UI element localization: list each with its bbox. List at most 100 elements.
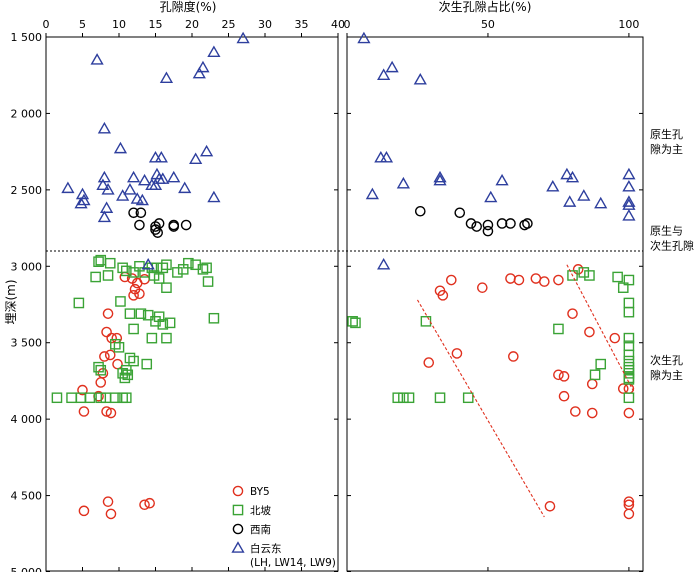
data-point [414, 205, 426, 217]
x-tick-label: 0 [43, 18, 50, 31]
data-point [437, 290, 449, 301]
data-point [150, 224, 161, 235]
data-point [112, 358, 123, 370]
data-point [236, 31, 250, 44]
data-point [202, 276, 214, 287]
data-point [124, 352, 136, 364]
data-point [97, 121, 112, 134]
data-point [594, 196, 608, 209]
data-point [126, 170, 141, 183]
data-point [144, 497, 155, 509]
data-point [66, 392, 77, 404]
data-point [99, 201, 114, 213]
data-point [157, 262, 169, 274]
data-point [584, 270, 595, 281]
y-tick-label: 5 000 [11, 566, 43, 572]
y-tick-label: 3 500 [11, 337, 43, 350]
data-point [192, 66, 206, 79]
data-point [113, 342, 125, 353]
data-point [201, 262, 212, 274]
data-point [433, 170, 447, 183]
data-point [623, 274, 635, 286]
data-point [586, 407, 598, 419]
data-point [131, 277, 143, 289]
data-point [153, 311, 165, 323]
data-point [180, 219, 192, 231]
data-point [623, 374, 635, 385]
x-tick-label: 0 [344, 18, 351, 31]
data-point [623, 496, 635, 507]
data-point [197, 264, 209, 275]
data-point [617, 282, 629, 293]
y-tick-label: 4 000 [11, 413, 43, 426]
data-point [156, 172, 170, 184]
data-point [584, 326, 595, 338]
data-point [104, 349, 116, 361]
data-point [482, 225, 494, 237]
data-point [51, 392, 63, 404]
annotation-text: 次生孔 [650, 353, 683, 367]
left-panel-x-axis-title: 孔隙度(%) [160, 0, 217, 14]
data-point [164, 317, 176, 329]
data-point [116, 189, 130, 201]
data-point [77, 384, 88, 396]
data-point [544, 500, 556, 512]
data-point [539, 276, 550, 287]
data-point [207, 45, 221, 58]
trend-line [566, 264, 636, 394]
trend-lines [417, 264, 636, 518]
data-point [508, 351, 519, 362]
data-point [157, 319, 169, 330]
data-point [135, 308, 147, 319]
data-point [505, 218, 516, 229]
data-point [482, 219, 494, 231]
data-point [117, 262, 128, 274]
data-point [96, 178, 110, 191]
data-point [167, 170, 181, 183]
data-point [623, 332, 635, 344]
y-tick-label: 3 000 [11, 260, 43, 273]
data-point [101, 183, 115, 195]
data-point [120, 364, 132, 376]
legend-label: 西南 [250, 523, 271, 536]
trend-line [417, 299, 545, 518]
data-point [471, 221, 482, 232]
data-point [177, 264, 189, 275]
data-point [128, 267, 139, 278]
data-point [374, 150, 388, 163]
data-point [477, 282, 488, 293]
data-point [617, 383, 629, 394]
data-point [558, 390, 570, 402]
data-point [102, 308, 114, 319]
data-point [161, 282, 172, 293]
annotation-text: 原生孔 [650, 127, 683, 141]
series-square [51, 254, 220, 404]
data-point [104, 257, 116, 269]
y-tick-label: 4 500 [11, 490, 43, 503]
annotation-text: 原生与 [650, 223, 683, 237]
legend-sublabel: (LH, LW14, LW9) [250, 557, 336, 569]
series-circle [423, 264, 635, 520]
data-point [154, 150, 168, 163]
data-point [623, 361, 635, 373]
data-point [178, 181, 192, 194]
series-triangle [357, 31, 636, 270]
data-point [141, 358, 153, 370]
data-point [102, 496, 114, 507]
data-point [572, 264, 584, 275]
data-point [495, 173, 509, 186]
data-point [513, 274, 525, 286]
data-point [134, 219, 145, 231]
data-point [128, 290, 139, 301]
data-point [546, 179, 560, 192]
data-point [139, 499, 150, 511]
data-point [95, 377, 107, 388]
x-tick-label: 50 [481, 18, 495, 31]
data-point [446, 274, 457, 286]
series-square [347, 267, 635, 404]
data-point [623, 392, 635, 404]
data-point [365, 187, 379, 200]
data-point [101, 406, 112, 417]
data-point [120, 265, 132, 277]
data-point [484, 190, 498, 203]
